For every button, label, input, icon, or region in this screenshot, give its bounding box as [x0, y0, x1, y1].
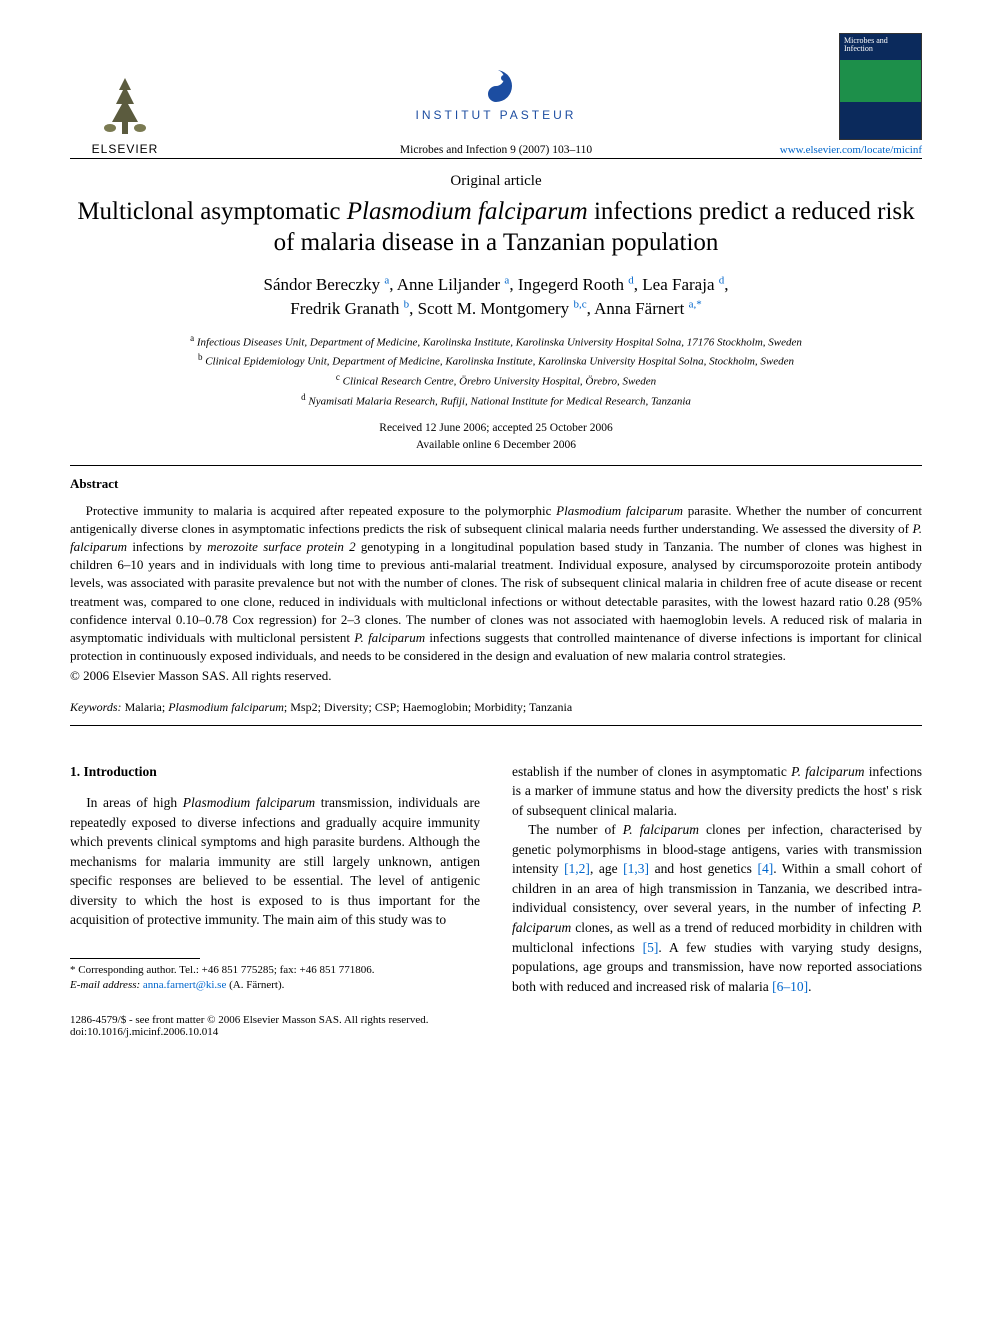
issn-copyright-line: 1286-4579/$ - see front matter © 2006 El… [70, 1014, 922, 1026]
footnote-email-person: (A. Färnert). [226, 979, 284, 991]
keywords-text: Malaria; Plasmodium falciparum; Msp2; Di… [125, 700, 573, 714]
footnote-email-line: E-mail address: anna.farnert@ki.se (A. F… [70, 978, 480, 993]
author-list: Sándor Bereczky a, Anne Liljander a, Ing… [70, 273, 922, 322]
dates-online: Available online 6 December 2006 [70, 437, 922, 454]
pasteur-label: INSTITUT PASTEUR [416, 108, 577, 122]
article-category: Original article [70, 173, 922, 190]
keywords-label: Keywords: [70, 700, 122, 714]
intro-paragraph-right-1: establish if the number of clones in asy… [512, 762, 922, 821]
affiliation-d: d Nyamisati Malaria Research, Rufiji, Na… [70, 391, 922, 411]
journal-header: ELSEVIER INSTITUT PASTEUR Microbes and I… [70, 33, 922, 156]
footnote-email-label: E-mail address: [70, 979, 140, 991]
citation-link[interactable]: [6–10] [772, 979, 808, 994]
affiliation-b-text: Clinical Epidemiology Unit, Department o… [205, 356, 794, 368]
abstract-top-rule [70, 465, 922, 466]
elsevier-logo-block: ELSEVIER [70, 72, 180, 156]
footnote-tel-fax: * Corresponding author. Tel.: +46 851 77… [70, 963, 480, 978]
cover-title-text: Microbes and Infection [844, 37, 916, 53]
dates-received-accepted: Received 12 June 2006; accepted 25 Octob… [70, 420, 922, 437]
article-title: Multiclonal asymptomatic Plasmodium falc… [70, 196, 922, 259]
corresponding-author-footnote: * Corresponding author. Tel.: +46 851 77… [70, 963, 480, 994]
abstract-bottom-rule [70, 725, 922, 726]
affiliation-b: b Clinical Epidemiology Unit, Department… [70, 351, 922, 371]
abstract-copyright: © 2006 Elsevier Masson SAS. All rights r… [70, 667, 922, 685]
doi-line: doi:10.1016/j.micinf.2006.10.014 [70, 1026, 922, 1038]
body-two-column: 1. Introduction In areas of high Plasmod… [70, 762, 922, 997]
citation-link[interactable]: [4] [757, 861, 773, 876]
affiliation-c-text: Clinical Research Centre, Örebro Univers… [343, 376, 656, 388]
header-rule [70, 158, 922, 159]
journal-reference: Microbes and Infection 9 (2007) 103–110 [400, 144, 592, 156]
journal-cover-block: Microbes and Infection www.elsevier.com/… [812, 33, 922, 156]
affiliation-a: a Infectious Diseases Unit, Department o… [70, 332, 922, 352]
abstract-heading: Abstract [70, 476, 922, 492]
citation-link[interactable]: [5] [643, 940, 659, 955]
citation-link[interactable]: [1,2] [564, 861, 590, 876]
abstract-body: Protective immunity to malaria is acquir… [70, 502, 922, 686]
elsevier-label: ELSEVIER [92, 142, 159, 156]
section-heading-introduction: 1. Introduction [70, 762, 480, 782]
affiliation-d-text: Nyamisati Malaria Research, Rufiji, Nati… [308, 395, 691, 407]
affiliation-a-text: Infectious Diseases Unit, Department of … [197, 336, 802, 348]
abstract-paragraph: Protective immunity to malaria is acquir… [70, 502, 922, 666]
journal-homepage-link[interactable]: www.elsevier.com/locate/micinf [780, 144, 922, 156]
footnote-rule [70, 958, 200, 959]
title-species-italic: Plasmodium falciparum [347, 198, 588, 225]
elsevier-tree-icon [96, 72, 154, 140]
pasteur-block: INSTITUT PASTEUR Microbes and Infection … [180, 68, 812, 156]
left-column: 1. Introduction In areas of high Plasmod… [70, 762, 480, 997]
right-column: establish if the number of clones in asy… [512, 762, 922, 997]
intro-paragraph-left: In areas of high Plasmodium falciparum t… [70, 793, 480, 930]
affiliation-c: c Clinical Research Centre, Örebro Unive… [70, 371, 922, 391]
citation-link[interactable]: [1,3] [623, 861, 649, 876]
title-text-pre: Multiclonal asymptomatic [77, 198, 346, 225]
article-dates: Received 12 June 2006; accepted 25 Octob… [70, 420, 922, 455]
intro-paragraph-right-2: The number of P. falciparum clones per i… [512, 820, 922, 996]
pasteur-logo-icon [478, 68, 514, 104]
affiliation-list: a Infectious Diseases Unit, Department o… [70, 332, 922, 410]
journal-cover-icon: Microbes and Infection [839, 33, 922, 140]
footnote-email-link[interactable]: anna.farnert@ki.se [143, 979, 226, 991]
keywords-line: Keywords: Malaria; Plasmodium falciparum… [70, 700, 922, 715]
